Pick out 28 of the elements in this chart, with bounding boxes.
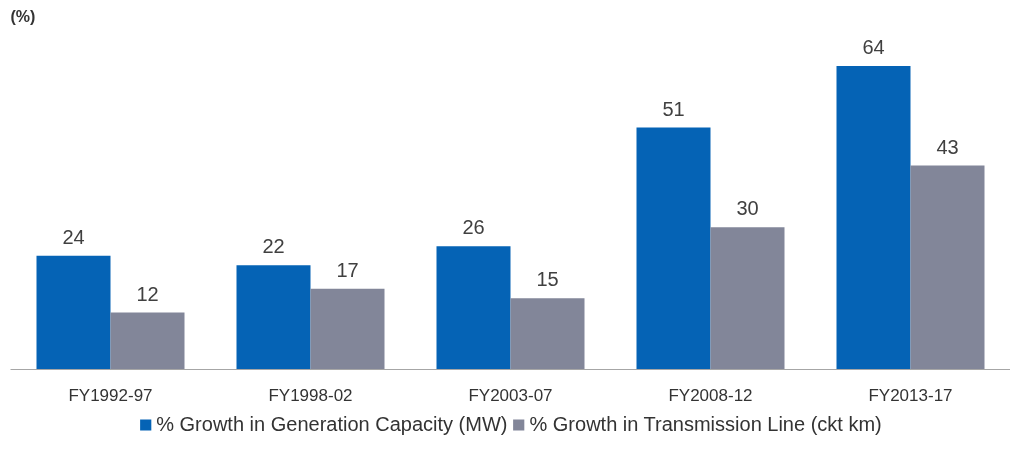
data-label: 24: [62, 225, 85, 248]
data-label: 30: [736, 197, 759, 220]
x-tick-label: FY2003-07: [468, 385, 553, 405]
bar: [110, 312, 185, 370]
bar: [510, 298, 585, 370]
bar: [636, 127, 711, 370]
data-label: 51: [662, 97, 685, 120]
data-label: 43: [936, 135, 959, 158]
data-label: 26: [462, 216, 485, 239]
bar: [310, 288, 385, 370]
data-label: 15: [536, 268, 559, 291]
x-tick-label: FY1992-97: [68, 385, 153, 405]
y-axis-title: (%): [10, 7, 36, 25]
bar: [36, 255, 111, 370]
data-label: 17: [336, 258, 359, 281]
data-label: 12: [136, 282, 159, 305]
x-tick-label: FY2008-12: [668, 385, 753, 405]
bar: [436, 246, 511, 370]
data-label: 64: [862, 35, 885, 58]
bar: [910, 165, 985, 370]
legend-label: % Growth in Transmission Line (ckt km): [529, 412, 882, 436]
x-tick-label: FY2013-17: [868, 385, 953, 405]
x-tick-label: FY1998-02: [268, 385, 353, 405]
bar: [836, 65, 911, 370]
bar: [236, 265, 311, 370]
data-label: 22: [262, 235, 285, 258]
bar: [710, 227, 785, 370]
legend-label: % Growth in Generation Capacity (MW): [156, 412, 508, 436]
